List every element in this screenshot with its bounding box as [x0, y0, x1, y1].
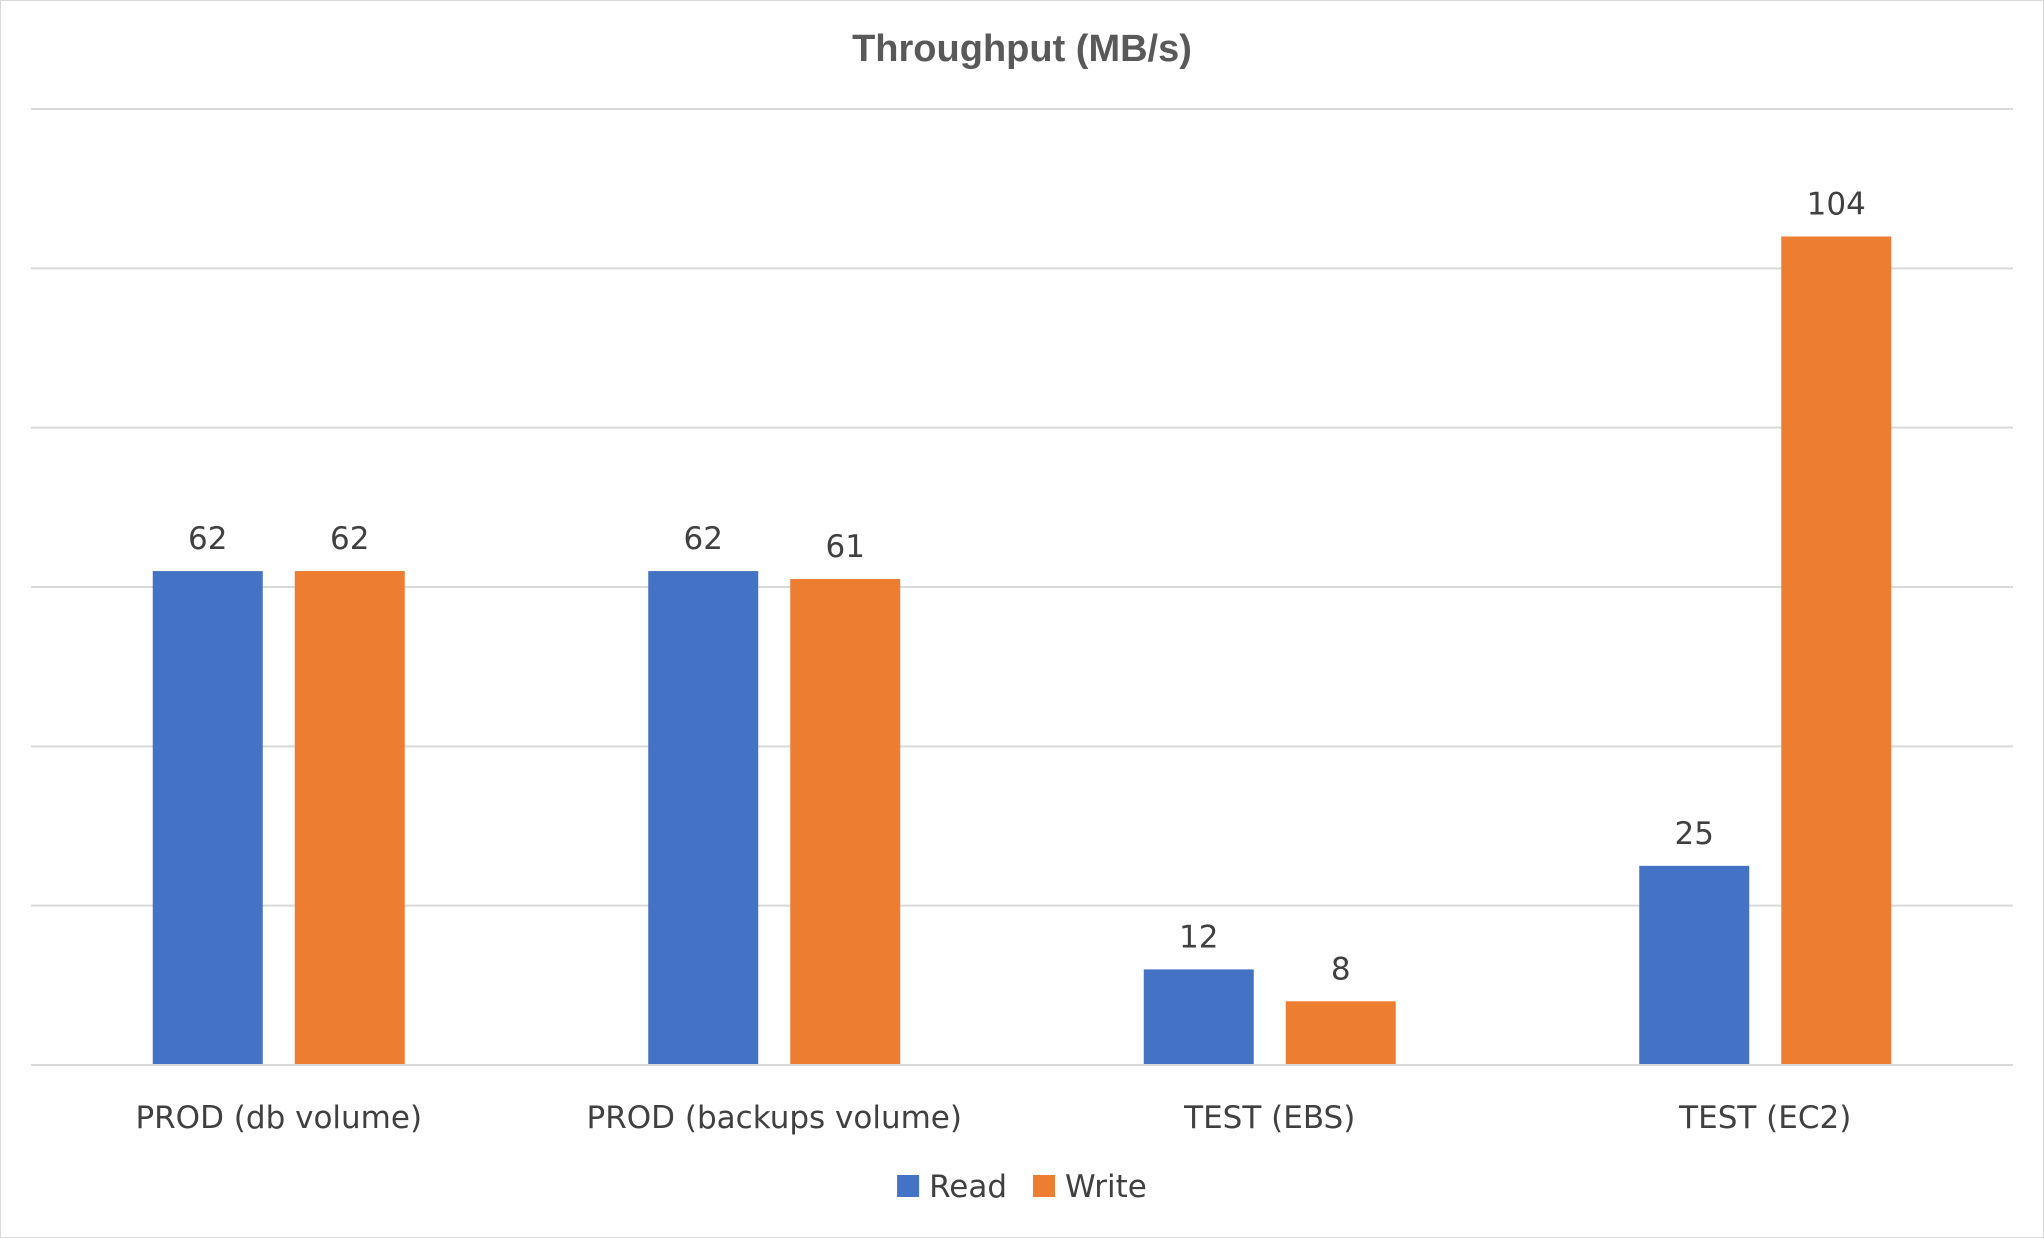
bar-read	[1639, 865, 1750, 1065]
bar-read	[1143, 969, 1254, 1065]
bar-write	[1285, 1001, 1396, 1065]
data-label: 12	[1179, 919, 1218, 955]
x-tick-label: TEST (EC2)	[1678, 1100, 1851, 1136]
bar-write	[294, 571, 405, 1065]
legend-swatch	[897, 1175, 920, 1197]
legend-label: Read	[929, 1169, 1007, 1205]
bar-write	[1781, 236, 1892, 1065]
data-label: 62	[330, 521, 369, 557]
bar-read	[152, 571, 263, 1065]
legend: Read Write	[897, 1169, 1147, 1205]
data-label: 61	[826, 529, 865, 565]
data-label: 25	[1675, 816, 1714, 852]
x-tick-label: PROD (backups volume)	[587, 1100, 962, 1136]
legend-swatch	[1033, 1175, 1056, 1197]
x-tick-label: TEST (EBS)	[1183, 1100, 1355, 1136]
legend-item: Read	[897, 1169, 1007, 1205]
x-tick-label: PROD (db volume)	[135, 1100, 422, 1136]
data-label: 62	[684, 521, 723, 557]
legend-label: Write	[1065, 1169, 1147, 1205]
data-labels: 62 62 62 61 12 8 25 104	[188, 186, 1866, 987]
x-axis-ticks: PROD (db volume) PROD (backups volume) TES…	[135, 1100, 1851, 1136]
legend-item: Write	[1033, 1169, 1147, 1205]
data-label: 104	[1807, 186, 1866, 222]
data-label: 8	[1331, 951, 1351, 987]
bar-read	[648, 571, 759, 1065]
data-label: 62	[188, 521, 227, 557]
bar-write	[790, 579, 901, 1065]
bars	[152, 236, 1892, 1065]
chart-title: Throughput (MB/s)	[852, 28, 1192, 70]
